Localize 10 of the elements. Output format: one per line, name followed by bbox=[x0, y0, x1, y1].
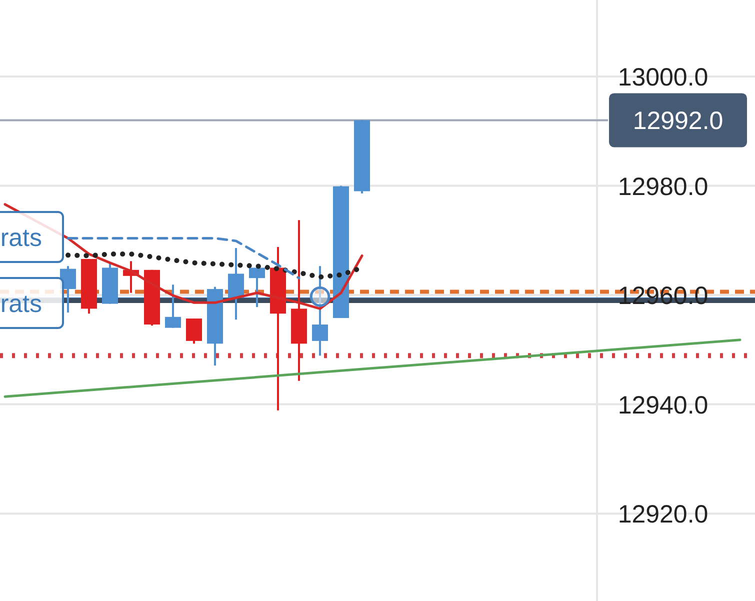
candlestick bbox=[186, 318, 202, 345]
line-series bbox=[66, 236, 300, 280]
ref-line-label: 12992.0 bbox=[632, 107, 724, 136]
y-tick-label: 12980.0 bbox=[618, 172, 708, 201]
y-tick-label: 13000.0 bbox=[618, 63, 708, 92]
annotation: rats bbox=[0, 290, 42, 318]
annotation: rats bbox=[0, 224, 42, 252]
y-tick-label: 12940.0 bbox=[618, 391, 708, 420]
y-tick-label: 12960.0 bbox=[618, 282, 708, 310]
y-tick-label: 12920.0 bbox=[618, 500, 708, 529]
